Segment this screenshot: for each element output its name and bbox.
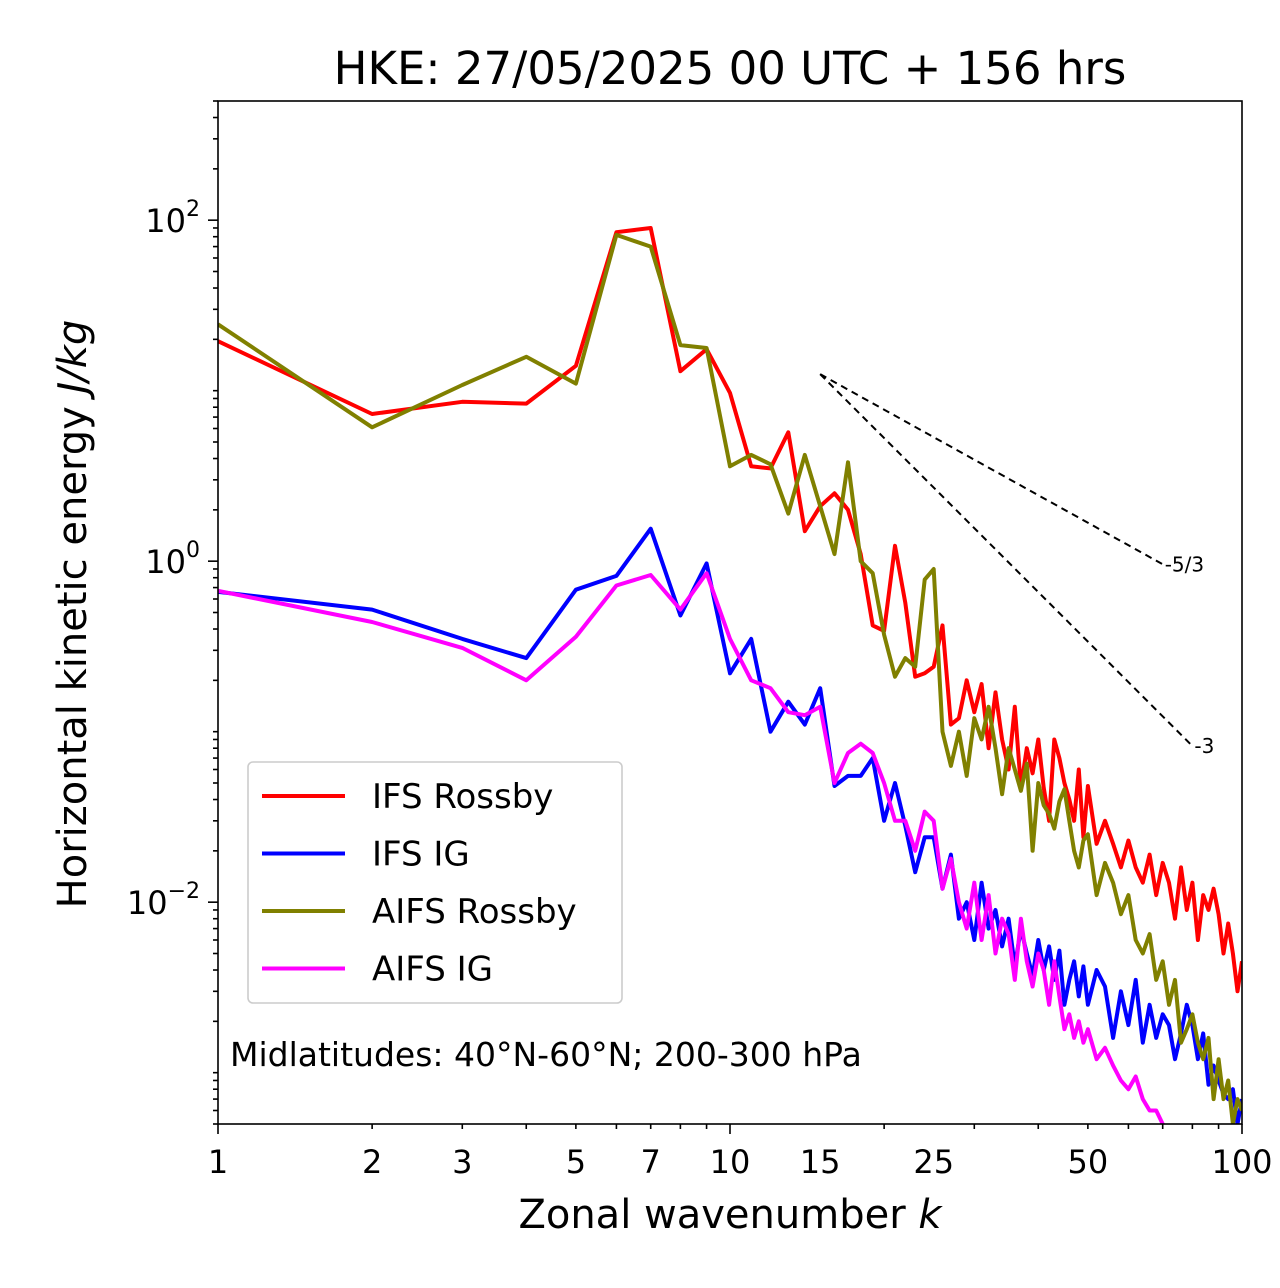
- x-tick-label: 25: [913, 1143, 954, 1181]
- y-tick-label: 100: [145, 538, 200, 581]
- series-aifs-ig: [218, 571, 1166, 1124]
- legend: IFS Rossby IFS IG AIFS Rossby AIFS IG: [247, 761, 623, 1004]
- x-axis-ticks: 1 2 3 5 7 10 15 25 50 100: [208, 1124, 1273, 1181]
- series-aifs-rossby: [218, 232, 1242, 1124]
- y-axis-label: Horizontal kinetic energy J/kg: [50, 320, 96, 909]
- x-tick-label: 7: [641, 1143, 661, 1181]
- series-line: [218, 571, 1166, 1124]
- series-line: [218, 226, 1242, 994]
- x-tick-label: 10: [710, 1143, 751, 1181]
- x-tick-label: 3: [452, 1143, 472, 1181]
- slope-line: [819, 373, 1194, 747]
- x-tick-label: 1: [208, 1143, 228, 1181]
- y-tick-label: 10−2: [127, 879, 200, 922]
- region-annotation: Midlatitudes: 40°N-60°N; 200-300 hPa: [230, 1035, 862, 1074]
- x-tick-label: 2: [362, 1143, 382, 1181]
- chart-title: HKE: 27/05/2025 00 UTC + 156 hrs: [334, 42, 1127, 95]
- legend-label: AIFS Rossby: [372, 892, 577, 932]
- x-tick-label: 100: [1211, 1143, 1272, 1181]
- x-tick-label: 5: [566, 1143, 586, 1181]
- y-axis-ticks: 102 100 10−2: [127, 100, 218, 1125]
- x-tick-label: 15: [800, 1143, 841, 1181]
- x-axis-label: Zonal wavenumber k: [518, 1192, 943, 1238]
- series-layer: [218, 226, 1242, 1124]
- slope-label: -3: [1194, 734, 1214, 758]
- y-tick-label: 102: [145, 197, 200, 240]
- legend-label: IFS IG: [372, 835, 470, 875]
- x-tick-label: 50: [1068, 1143, 1109, 1181]
- legend-label: IFS Rossby: [372, 777, 553, 817]
- legend-label: AIFS IG: [372, 950, 493, 990]
- legend-box: [247, 761, 623, 1004]
- series-line: [218, 232, 1242, 1124]
- reference-slopes: -5/3 -3: [819, 373, 1214, 758]
- slope-label: -5/3: [1165, 552, 1204, 576]
- series-ifs-rossby: [218, 226, 1242, 994]
- slope-line: [819, 373, 1164, 566]
